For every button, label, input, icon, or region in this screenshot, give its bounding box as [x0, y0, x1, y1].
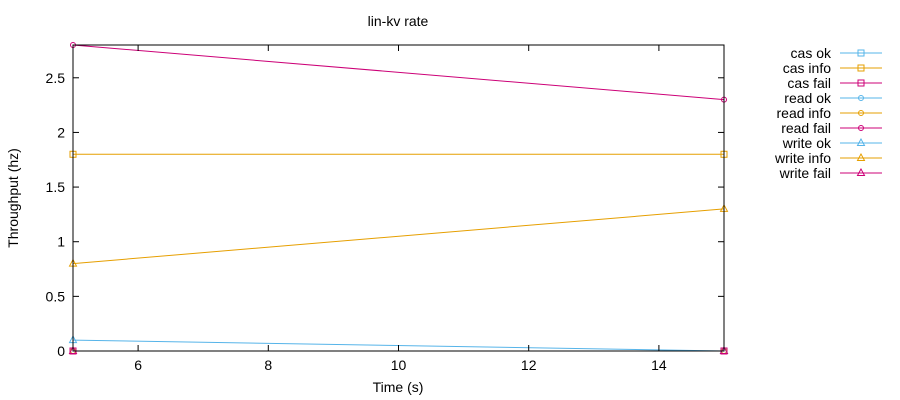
legend-marker-write-fail: [856, 167, 866, 176]
x-tick-label: 12: [521, 357, 537, 373]
legend-marker-read-info: [858, 110, 864, 116]
plot-frame: [72, 44, 725, 352]
data-point-write-fail: [719, 345, 729, 354]
y-tick-label: 1: [57, 234, 65, 250]
legend-label-write-info: write info: [774, 150, 831, 166]
y-axis-label: Throughput (hz): [5, 148, 21, 248]
legend-label-write-ok: write ok: [782, 135, 832, 151]
legend-label-write-fail: write fail: [779, 165, 831, 181]
legend-label-read-ok: read ok: [784, 90, 832, 106]
series-line-write-info: [72, 208, 725, 265]
y-tick-label: 0.5: [46, 288, 66, 304]
plot-lines: [72, 44, 725, 352]
plot-markers: [68, 42, 729, 355]
legend-marker-write-info: [856, 152, 866, 161]
y-axis: 0 0.5 1 1.5 2 2.5: [46, 70, 724, 359]
legend-marker-cas-info: [857, 64, 865, 72]
legend-label-cas-fail: cas fail: [787, 75, 831, 91]
y-tick-label: 2: [57, 124, 65, 140]
x-axis: 6 8 10 12 14: [134, 45, 667, 373]
series-line-read-fail: [72, 44, 725, 101]
data-point-write-fail: [68, 345, 78, 354]
chart-title: lin-kv rate: [368, 13, 429, 29]
legend-marker-cas-fail: [857, 79, 865, 87]
legend-marker-cas-ok: [857, 49, 865, 57]
legend-marker-write-ok: [856, 137, 866, 146]
x-tick-label: 6: [134, 357, 142, 373]
legend-marker-read-fail: [858, 125, 864, 131]
y-tick-label: 1.5: [46, 179, 66, 195]
x-tick-label: 14: [651, 357, 667, 373]
x-axis-label: Time (s): [373, 379, 424, 395]
legend-label-cas-info: cas info: [783, 60, 831, 76]
legend-label-cas-ok: cas ok: [791, 45, 832, 61]
x-tick-label: 8: [264, 357, 272, 373]
x-tick-label: 10: [391, 357, 407, 373]
legend-label-read-info: read info: [777, 105, 832, 121]
legend-marker-read-ok: [858, 95, 864, 101]
y-tick-label: 0: [57, 343, 65, 359]
legend-label-read-fail: read fail: [781, 120, 831, 136]
y-tick-label: 2.5: [46, 70, 66, 86]
